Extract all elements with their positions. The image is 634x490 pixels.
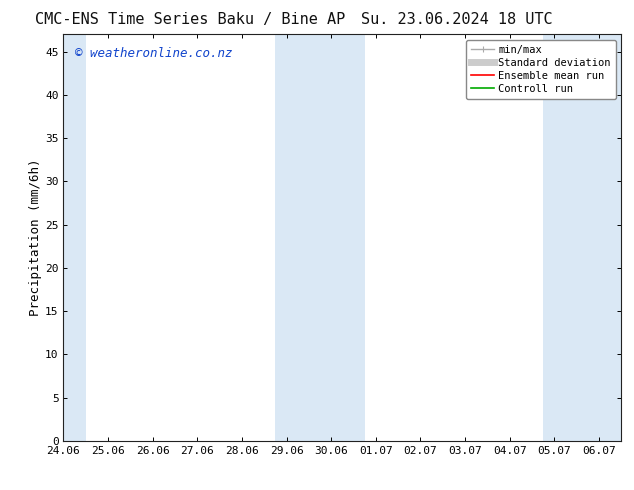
Bar: [275, 34, 365, 441]
Text: Su. 23.06.2024 18 UTC: Su. 23.06.2024 18 UTC: [361, 12, 552, 27]
Y-axis label: Precipitation (mm/6h): Precipitation (mm/6h): [29, 159, 42, 317]
Text: © weatheronline.co.nz: © weatheronline.co.nz: [75, 47, 232, 59]
Bar: [543, 34, 621, 441]
Legend: min/max, Standard deviation, Ensemble mean run, Controll run: min/max, Standard deviation, Ensemble me…: [466, 40, 616, 99]
Text: CMC-ENS Time Series Baku / Bine AP: CMC-ENS Time Series Baku / Bine AP: [35, 12, 346, 27]
Bar: [41, 34, 86, 441]
